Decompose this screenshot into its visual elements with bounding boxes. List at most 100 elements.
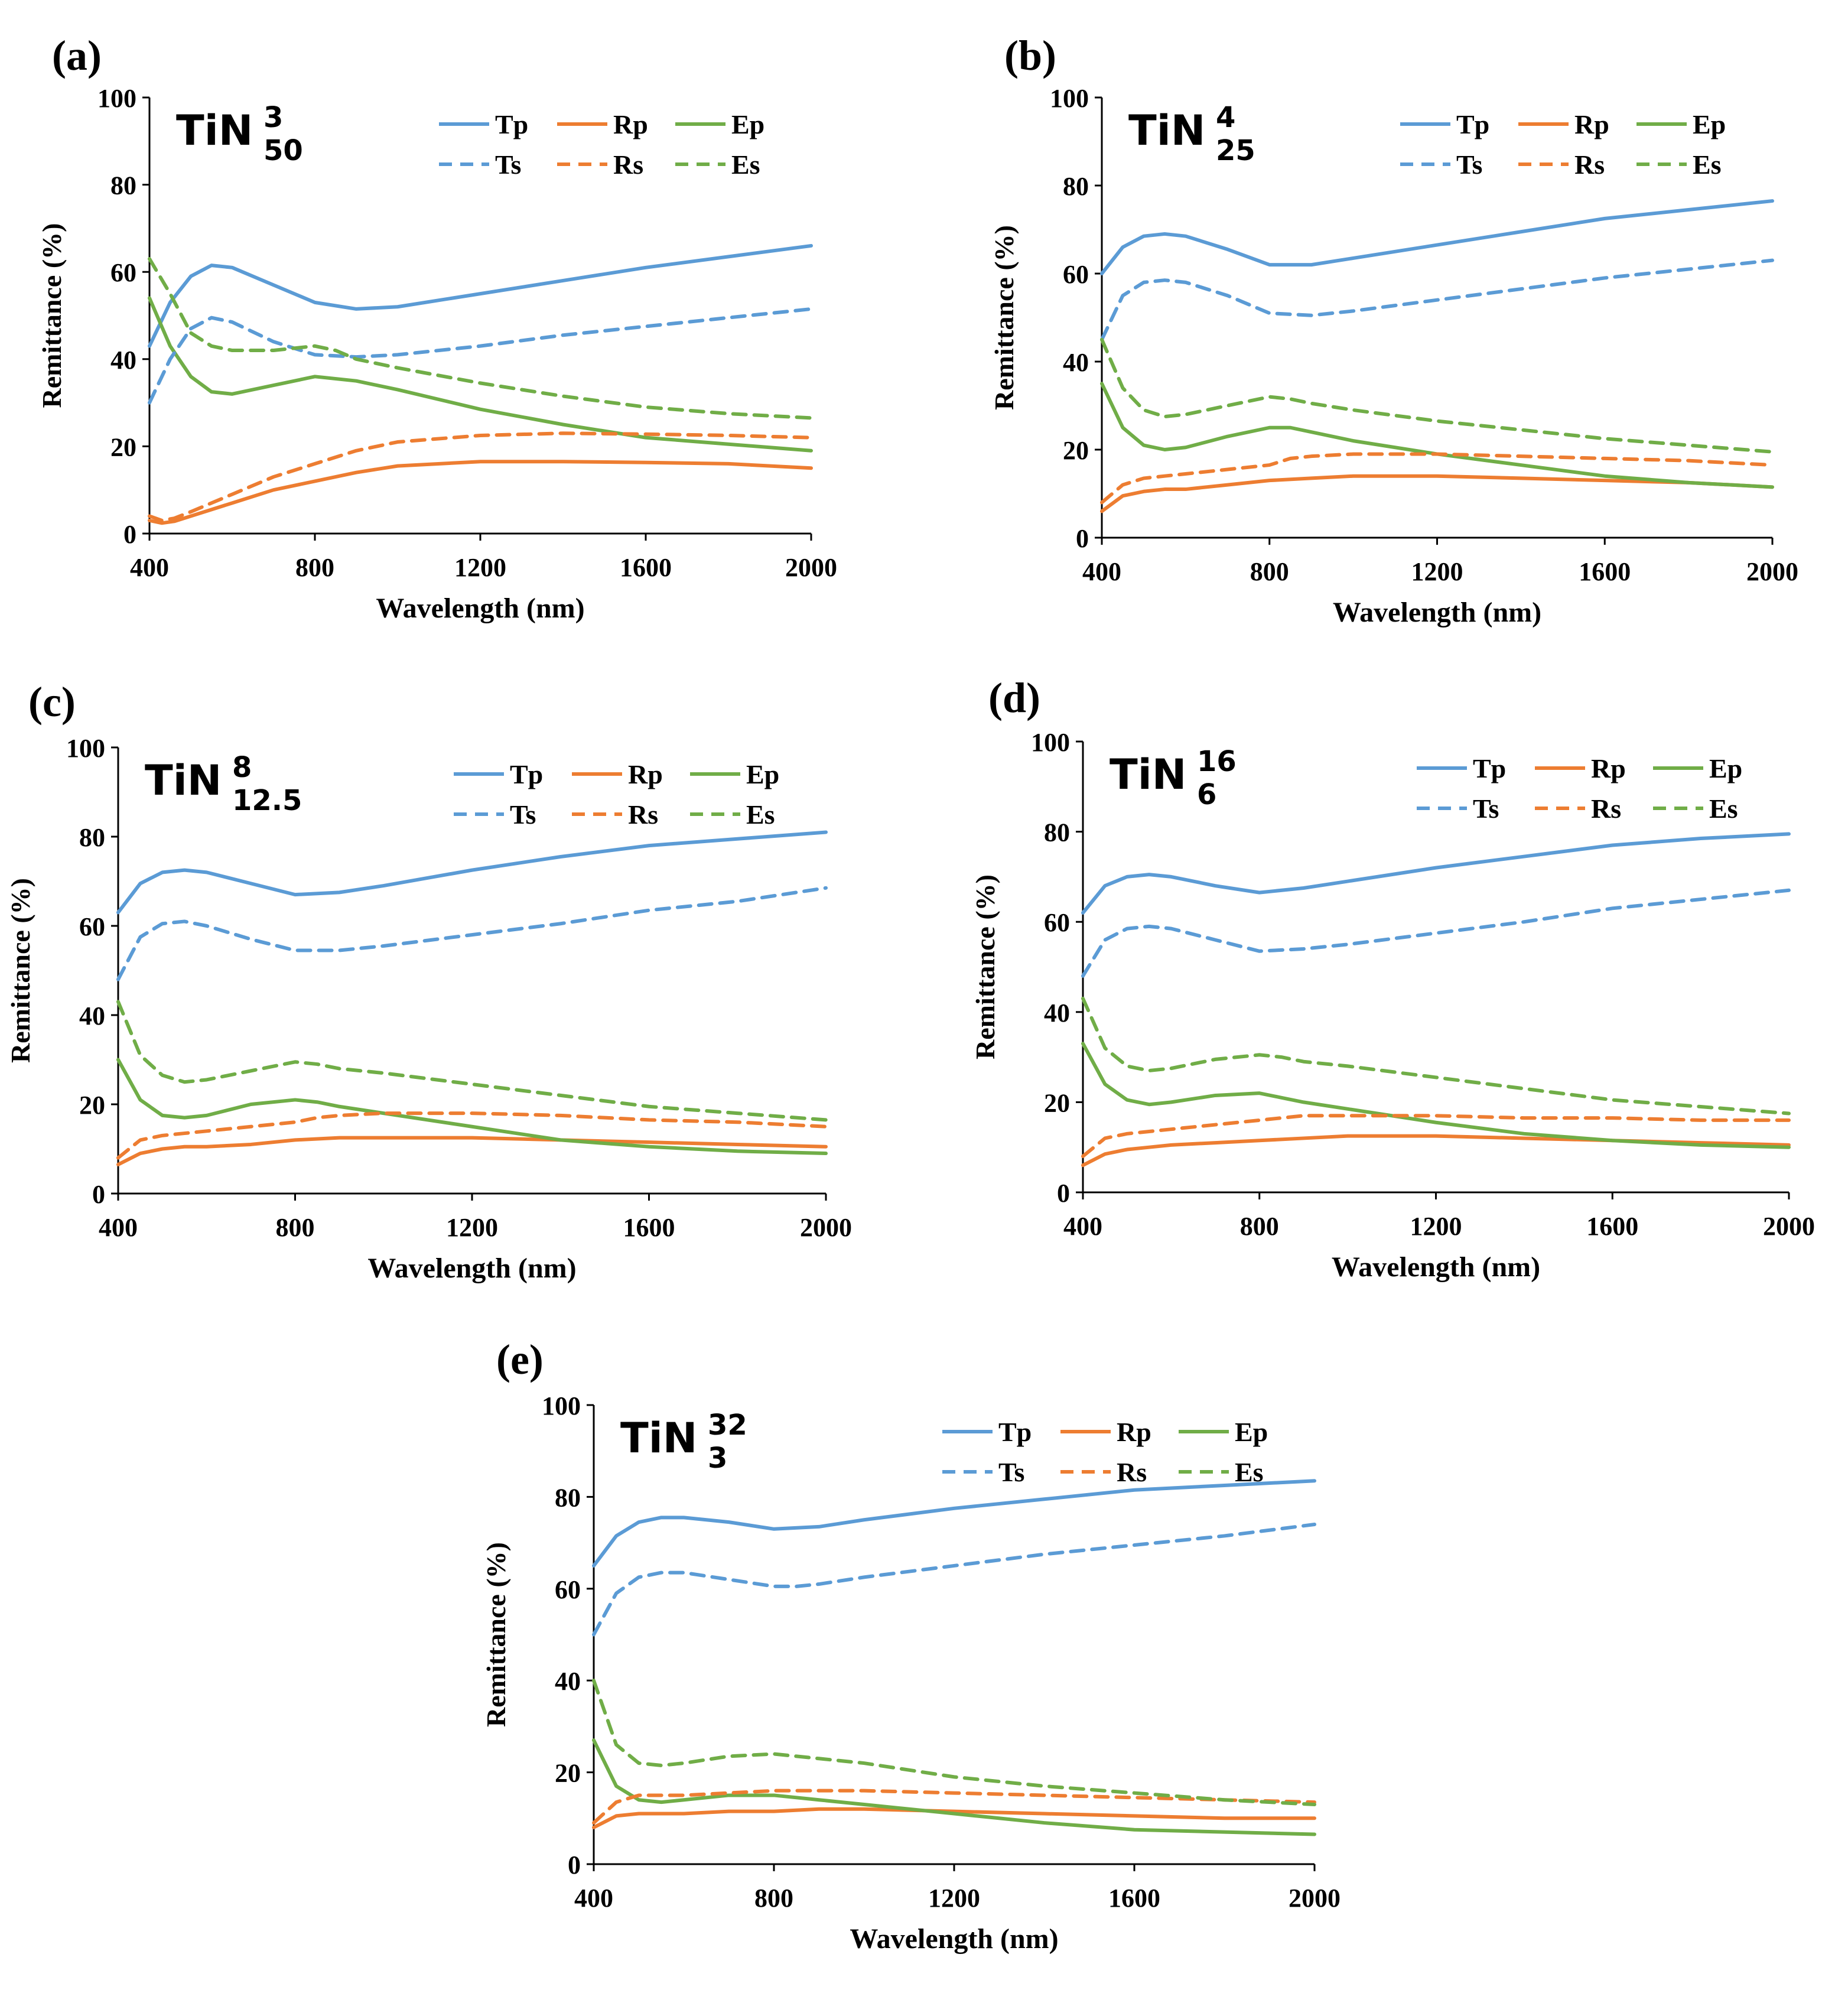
series-line-es — [592, 1679, 1316, 1806]
x-tick-label: 400 — [99, 1213, 138, 1242]
legend-label-tp: Tp — [510, 759, 543, 789]
series-line-rs — [116, 1111, 828, 1160]
series-line-ts — [1100, 258, 1774, 342]
legend-label-es: Es — [1709, 794, 1738, 824]
legend-label-ts: Ts — [510, 799, 536, 830]
sample-title-subscript: 6 — [1197, 778, 1216, 811]
x-tick-label: 1200 — [454, 553, 506, 582]
legend-label-ts: Ts — [1473, 794, 1499, 824]
x-tick-label: 2000 — [1289, 1884, 1341, 1913]
y-axis-label: Remittance (%) — [989, 225, 1019, 410]
sample-title-superscript: 32 — [708, 1409, 747, 1442]
series-line-rs — [1100, 452, 1774, 505]
series-line-ep — [1081, 1042, 1791, 1149]
y-tick-label: 80 — [1044, 818, 1070, 847]
sample-title-subscript: 50 — [263, 134, 303, 167]
y-tick-label: 60 — [555, 1575, 581, 1604]
x-tick-label: 2000 — [1746, 557, 1798, 586]
legend-label-ep: Ep — [1235, 1417, 1268, 1447]
y-tick-label: 100 — [1031, 728, 1070, 757]
sample-title-superscript: 16 — [1197, 745, 1237, 778]
y-tick-label: 60 — [1044, 908, 1070, 937]
sample-title-subscript: 25 — [1216, 134, 1255, 167]
y-tick-label: 80 — [79, 823, 105, 852]
y-axis-label: Remittance (%) — [5, 878, 35, 1063]
legend-label-ts: Ts — [1456, 149, 1482, 180]
chart-panel-b: 0 20 40 60 80 100 400 800 1200 1600 2000 Wavelength… — [989, 32, 1798, 628]
legend-label-ep: Ep — [1709, 753, 1742, 783]
y-tick-label: 20 — [1044, 1088, 1070, 1117]
x-tick-label: 400 — [574, 1884, 613, 1913]
sample-title-base: TiN — [1110, 750, 1186, 799]
series-line-tp — [592, 1479, 1316, 1568]
legend-label-ep: Ep — [1693, 109, 1726, 139]
series-line-rs — [148, 431, 813, 522]
series-line-tp — [116, 830, 828, 915]
y-tick-label: 0 — [1057, 1179, 1070, 1208]
x-axis-label: Wavelength (nm) — [1333, 597, 1541, 628]
y-tick-label: 40 — [1044, 999, 1070, 1027]
series-line-ts — [1081, 888, 1791, 978]
y-tick-label: 20 — [555, 1759, 581, 1788]
x-tick-label: 400 — [1063, 1212, 1102, 1241]
chart-panel-a: 0 20 40 60 80 100 400 800 1200 1600 2000 Wavelength… — [37, 32, 837, 624]
series-line-tp — [1081, 832, 1791, 915]
y-tick-label: 20 — [110, 433, 136, 461]
x-tick-label: 1600 — [1586, 1212, 1638, 1241]
y-tick-label: 60 — [79, 912, 105, 941]
legend-label-rp: Rp — [1117, 1417, 1151, 1447]
chart-panel-c: 0 20 40 60 80 100 400 800 1200 1600 2000 Wavelength… — [5, 678, 852, 1284]
x-tick-label: 400 — [130, 553, 169, 582]
chart-panel-d: 0 20 40 60 80 100 400 800 1200 1600 2000 Wavelength… — [970, 674, 1815, 1283]
y-tick-label: 100 — [542, 1391, 581, 1420]
legend-label-rp: Rp — [1591, 753, 1626, 783]
legend-label-rs: Rs — [1591, 794, 1621, 824]
legend-label-ep: Ep — [731, 109, 764, 139]
x-tick-label: 1200 — [446, 1213, 498, 1242]
legend-label-es: Es — [731, 149, 760, 180]
series-line-ep — [592, 1738, 1316, 1836]
legend-label-rp: Rp — [613, 109, 648, 139]
y-tick-label: 0 — [1076, 524, 1089, 553]
x-axis-label: Wavelength (nm) — [850, 1923, 1058, 1955]
series-line-ts — [592, 1523, 1316, 1637]
x-tick-label: 800 — [1240, 1212, 1279, 1241]
legend-label-es: Es — [1693, 149, 1722, 180]
y-tick-label: 0 — [123, 520, 136, 549]
sample-title-subscript: 12.5 — [232, 784, 302, 817]
x-axis-label: Wavelength (nm) — [367, 1253, 576, 1284]
series-line-ts — [148, 307, 813, 405]
panel-label: (d) — [988, 674, 1040, 721]
y-tick-label: 80 — [555, 1483, 581, 1512]
x-tick-label: 1600 — [1108, 1884, 1160, 1913]
y-tick-label: 40 — [555, 1667, 581, 1696]
series-line-ts — [116, 886, 828, 981]
panel-label: (e) — [496, 1336, 544, 1383]
x-tick-label: 2000 — [800, 1213, 852, 1242]
series-line-tp — [148, 243, 813, 348]
x-tick-label: 1200 — [928, 1884, 980, 1913]
series-line-es — [148, 257, 813, 420]
panel-label: (a) — [52, 32, 102, 79]
y-tick-label: 20 — [1063, 436, 1089, 465]
legend-label-es: Es — [1235, 1457, 1264, 1487]
series-line-es — [1100, 337, 1774, 454]
x-tick-label: 400 — [1082, 557, 1121, 586]
panel-label: (c) — [28, 678, 76, 726]
panel-label: (b) — [1004, 32, 1056, 79]
y-tick-label: 40 — [79, 1002, 105, 1030]
legend-label-rp: Rp — [628, 759, 663, 789]
sample-title-base: TiN — [176, 106, 253, 155]
series-line-rp — [116, 1136, 828, 1166]
x-tick-label: 800 — [276, 1213, 315, 1242]
x-tick-label: 800 — [754, 1884, 793, 1913]
x-tick-label: 1600 — [1579, 557, 1631, 586]
series-line-ep — [1100, 382, 1774, 489]
y-tick-label: 80 — [110, 171, 136, 200]
y-tick-label: 100 — [66, 734, 105, 763]
sample-title-base: TiN — [1128, 106, 1205, 155]
legend-label-tp: Tp — [998, 1417, 1032, 1447]
sample-title-base: TiN — [145, 756, 222, 805]
y-tick-label: 40 — [1063, 348, 1089, 377]
legend-label-ts: Ts — [495, 149, 521, 180]
